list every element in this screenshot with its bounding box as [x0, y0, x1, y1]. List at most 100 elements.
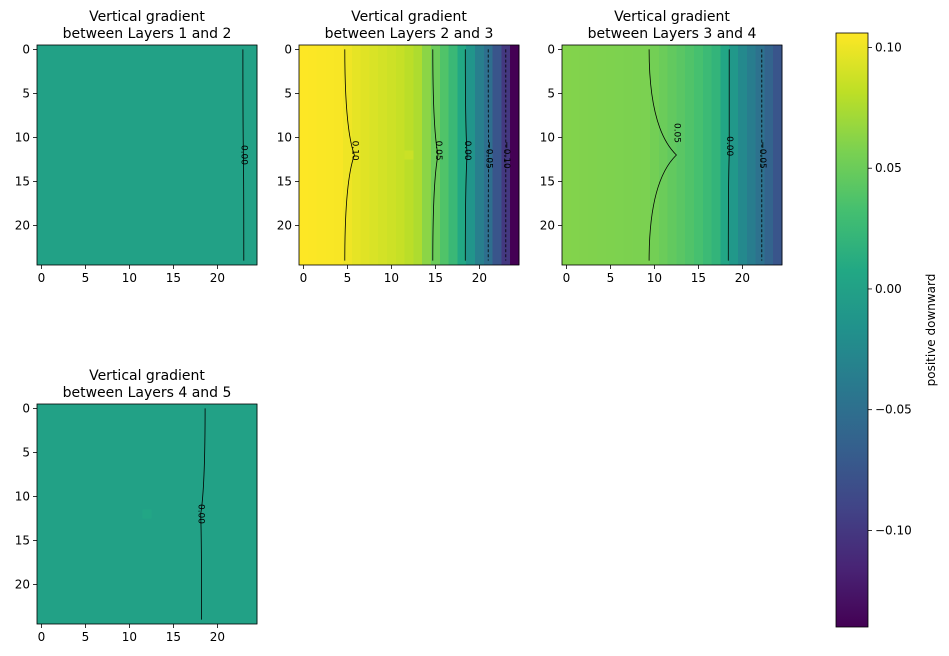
colorbar-tick-label: 0.05 [875, 161, 902, 175]
y-tick-label: 10 [15, 489, 30, 503]
y-tick-label: 10 [277, 130, 292, 144]
axes-frame [298, 44, 520, 266]
colorbar: 0.10 0.05 0.00 −0.05 −0.10 positive downward [835, 32, 938, 628]
heatmap-column [133, 404, 144, 624]
colorbar-tick-label: 0.10 [875, 40, 902, 54]
panel-title: between Layers 2 and 3 [325, 26, 494, 42]
heatmap-column [204, 404, 214, 624]
heatmap-column [746, 45, 757, 265]
x-tick-label: 15 [166, 630, 181, 644]
heatmap-column [142, 45, 152, 265]
axes-frame [36, 44, 258, 266]
heatmap-column [248, 45, 258, 265]
panel-title: Vertical gradient [89, 9, 205, 25]
heatmap-column [764, 45, 774, 265]
x-tick-label: 15 [691, 271, 706, 285]
y-tick-label: 0 [547, 42, 555, 56]
heatmap-column [448, 45, 458, 265]
y-tick-label: 20 [540, 218, 555, 232]
heatmap-column [422, 45, 432, 265]
heatmap-column [98, 404, 108, 624]
heatmap-column [89, 404, 100, 624]
heatmap-cell [142, 509, 152, 519]
colorbar-tick-label: 0.00 [875, 282, 902, 296]
heatmap-cell [404, 150, 414, 160]
contour-label: −0.05 [484, 141, 494, 169]
heatmap-column [632, 45, 642, 265]
heatmap-column [299, 45, 309, 265]
heatmap-column [151, 45, 161, 265]
heatmap-column [570, 45, 581, 265]
x-tick-label: 10 [647, 271, 662, 285]
x-tick-label: 20 [210, 630, 225, 644]
heatmap-column [45, 404, 56, 624]
x-tick-label: 20 [735, 271, 750, 285]
x-tick-label: 10 [384, 271, 399, 285]
heatmap-column [107, 404, 117, 624]
contour-line [432, 49, 439, 261]
heatmap-column [221, 404, 232, 624]
contour-line [344, 49, 355, 261]
heatmap-column [37, 45, 47, 265]
heatmap-column [597, 45, 607, 265]
heatmap-column [177, 45, 188, 265]
heatmap-column [81, 45, 91, 265]
y-tick-label: 0 [284, 42, 292, 56]
y-tick-label: 20 [277, 218, 292, 232]
heatmap-column [711, 45, 721, 265]
x-tick-label: 0 [563, 271, 571, 285]
heatmap-cells [37, 45, 258, 265]
heatmap-cells [37, 404, 258, 624]
heatmap-column [160, 404, 170, 624]
contour-label: −0.10 [501, 141, 511, 169]
x-tick-label: 15 [428, 271, 443, 285]
heatmap-column [63, 404, 73, 624]
heatmap-column [676, 45, 686, 265]
heatmap-column [186, 404, 196, 624]
heatmap-column [195, 45, 205, 265]
heatmap-column [351, 45, 362, 265]
heatmap-column [204, 45, 214, 265]
heatmap-column [213, 404, 223, 624]
heatmap-column [72, 404, 82, 624]
heatmap-column [720, 45, 730, 265]
contour-label: 0.00 [196, 504, 206, 524]
heatmap-column [195, 404, 205, 624]
heatmap-column [510, 45, 520, 265]
contour-label: 0.10 [349, 141, 359, 161]
heatmap-column [387, 45, 397, 265]
axes-frame [561, 44, 783, 266]
y-tick-label: 15 [15, 174, 30, 188]
heatmap-column [37, 404, 47, 624]
contour-label: 0.00 [238, 145, 248, 165]
contour-label: 0.05 [671, 123, 681, 143]
x-tick-label: 5 [607, 271, 615, 285]
heatmap-column [492, 45, 502, 265]
heatmap-column [658, 45, 669, 265]
x-tick-label: 10 [122, 630, 137, 644]
heatmap-column [116, 404, 126, 624]
heatmap-column [685, 45, 695, 265]
y-tick-label: 5 [284, 86, 292, 100]
x-tick-label: 15 [166, 271, 181, 285]
heatmap-column [457, 45, 467, 265]
colorbar-tick-label: −0.05 [875, 403, 912, 417]
heatmap-column [614, 45, 625, 265]
y-tick-label: 5 [22, 86, 30, 100]
x-tick-label: 0 [300, 271, 308, 285]
y-tick-label: 10 [15, 130, 30, 144]
heatmap-column [54, 45, 64, 265]
x-tick-label: 5 [82, 271, 90, 285]
heatmap-column [133, 45, 144, 265]
heatmap-column [579, 45, 589, 265]
heatmap-column [431, 45, 441, 265]
heatmap-column [475, 45, 485, 265]
heatmap-column [213, 45, 223, 265]
heatmap-column [729, 45, 739, 265]
heatmap-column [169, 45, 179, 265]
heatmap-column [54, 404, 64, 624]
heatmap-column [562, 45, 572, 265]
heatmap-column [151, 404, 161, 624]
y-tick-label: 20 [15, 577, 30, 591]
